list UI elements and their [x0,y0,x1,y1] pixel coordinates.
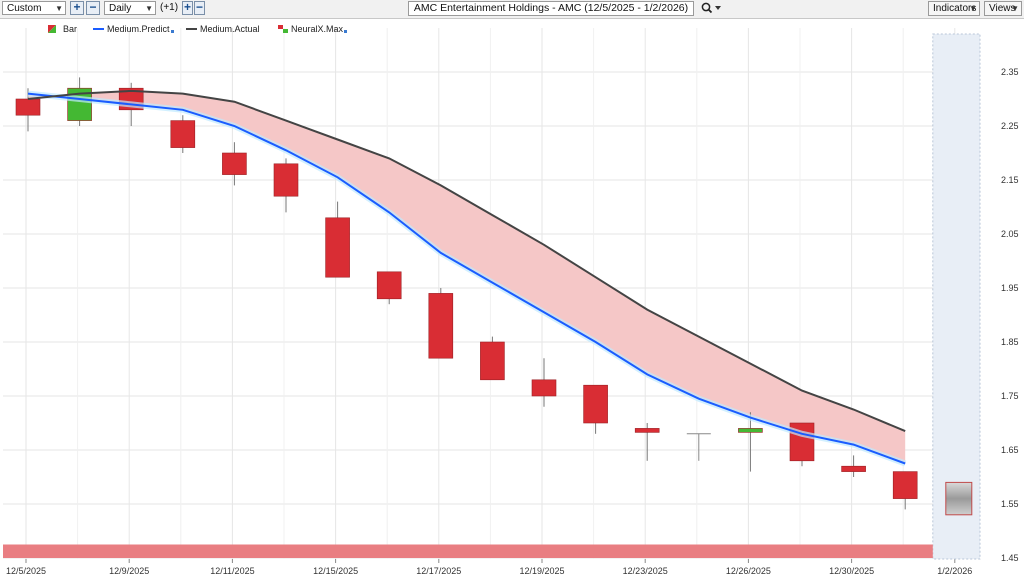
bar-body [325,217,350,278]
y-tick-label: 2.25 [1001,121,1019,131]
price-chart[interactable]: 2.35 2.25 2.15 2.05 1.95 1.85 1.75 1.65 1.55 1.45… [0,18,1024,578]
chevron-down-icon: ▼ [969,4,977,13]
candlestick-bar [170,115,196,153]
bar-body [15,98,41,116]
legend-item-bar[interactable]: Bar [48,24,77,34]
y-tick-label: 2.35 [1001,67,1019,77]
candlestick-bar [376,271,402,305]
chevron-down-icon: ▼ [145,4,153,13]
step-in-button[interactable]: + [182,0,193,15]
legend-label-neuralx-max: NeuralX.Max [291,24,344,34]
fill-between-area [28,90,906,464]
legend-item-medium-predict[interactable]: Medium.Predict [93,24,174,34]
chart-title[interactable]: AMC Entertainment Holdings - AMC (12/5/2… [408,1,694,16]
x-tick-label: 12/30/2025 [829,566,874,576]
forecast-bar-body [945,481,973,516]
x-tick-label: 12/26/2025 [726,566,771,576]
chevron-down-icon: ▼ [55,4,63,13]
candlestick-bar [222,142,247,186]
bar-body [531,379,557,397]
zoom-out-button[interactable]: − [86,1,100,15]
legend-label-bar: Bar [63,24,77,34]
x-axis-labels: 12/5/2025 12/9/2025 12/11/2025 12/15/2025 12… [6,566,972,576]
candlestick-bar [531,358,557,407]
legend-item-medium-actual[interactable]: Medium.Actual [186,24,260,34]
range-select[interactable]: Custom ▼ [2,1,66,15]
x-tick-label: 12/17/2025 [416,566,461,576]
indicators-label: Indicators [933,3,977,14]
bar-body [273,163,299,197]
y-tick-label: 2.05 [1001,229,1019,239]
fill-between-path [28,90,906,464]
y-axis-labels: 2.35 2.25 2.15 2.05 1.95 1.85 1.75 1.65 1.55 1.45 [1001,67,1019,563]
x-tick-label: 12/11/2025 [210,566,254,576]
bar-body [376,271,402,300]
y-tick-label: 1.45 [1001,553,1019,563]
y-tick-label: 1.95 [1001,283,1019,293]
series-line-medium-predict [27,92,906,465]
candlestick-bar [841,455,866,477]
candlestick-bar [892,471,918,510]
series-line-medium-actual [27,89,906,433]
views-label: Views [989,3,1016,14]
series-lines [27,89,907,467]
step-out-button[interactable]: − [194,0,205,15]
period-select[interactable]: Daily ▼ [104,1,156,15]
candlestick-bar [583,384,608,434]
toolbar: Custom ▼ + − Daily ▼ (+1) + − AMC Entert… [0,0,1024,19]
offset-label: (+1) [160,2,179,13]
legend-label-medium-predict: Medium.Predict [107,24,170,34]
x-tick-label: 12/15/2025 [313,566,358,576]
views-button[interactable]: Views ▼ [984,1,1022,16]
candlestick-bar [686,433,711,461]
y-tick-label: 1.55 [1001,499,1019,509]
x-tick-label: 12/23/2025 [623,566,668,576]
candlestick-bars [15,77,973,516]
search-button[interactable] [700,1,724,16]
bar-body [480,341,505,381]
bar-body [170,120,196,148]
legend-item-neuralx-max[interactable]: NeuralX.Max [278,24,347,34]
forecast-bar [945,481,973,516]
x-tick-label: 1/2/2026 [937,566,972,576]
bar-body [428,293,454,359]
candlestick-bar [738,412,763,472]
bar-body [892,471,918,499]
y-tick-label: 1.75 [1001,391,1019,401]
zoom-in-button[interactable]: + [70,1,84,15]
period-select-value: Daily [109,3,132,14]
legend-label-medium-actual: Medium.Actual [200,24,260,34]
legend: Bar Medium.Predict Medium.Actual NeuralX… [48,24,347,34]
y-tick-label: 1.65 [1001,445,1019,455]
bottom-band [3,544,933,558]
x-tick-label: 12/5/2025 [6,566,46,576]
range-select-value: Custom [7,3,42,14]
indicators-button[interactable]: Indicators ▼ [928,1,980,16]
bar-body [634,428,660,433]
magnifier-icon [701,2,721,14]
bar-body [841,465,866,472]
candlestick-bar [273,158,299,213]
y-tick-label: 1.85 [1001,337,1019,347]
bar-body [738,428,763,433]
x-tick-label: 12/9/2025 [109,566,149,576]
forecast-zone [932,33,981,560]
candlestick-bar [325,201,350,278]
bar-body [222,152,247,175]
bar-body [583,384,608,424]
chevron-down-icon: ▼ [1011,4,1019,13]
x-tick-label: 12/19/2025 [519,566,564,576]
candlestick-bar [428,288,454,359]
y-tick-label: 2.15 [1001,175,1019,185]
candlestick-bar [480,336,505,381]
candlestick-bar [634,423,660,461]
